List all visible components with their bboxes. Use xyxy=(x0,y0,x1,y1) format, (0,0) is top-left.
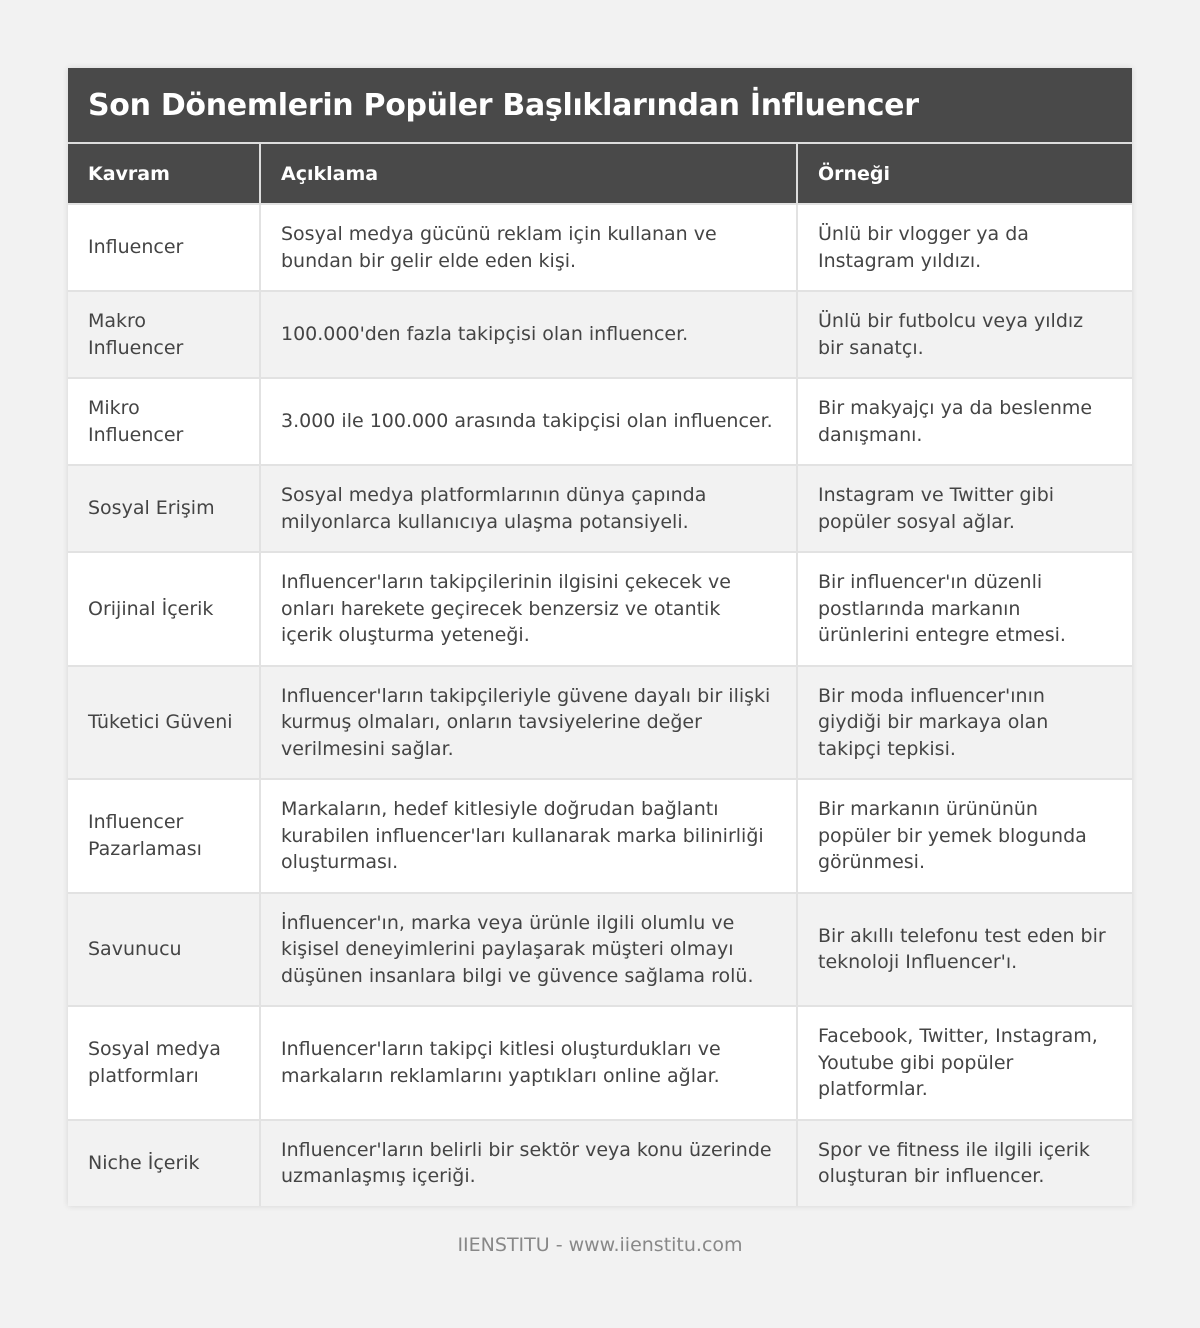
table-row: Savunucu İnfluencer'ın, marka veya ürünle… xyxy=(68,891,1132,1006)
cell-ornegi: Facebook, Twitter, Instagram, Youtube gi… xyxy=(797,1005,1132,1120)
cell-ornegi: Ünlü bir futbolcu veya yıldız bir sanatç… xyxy=(797,290,1132,378)
table-row: Sosyal medya platformları Influencer'ları… xyxy=(68,1005,1132,1120)
table-title: Son Dönemlerin Popüler Başlıklarından İn… xyxy=(68,68,1132,144)
cell-ornegi: Instagram ve Twitter gibi popüler sosyal… xyxy=(797,464,1132,552)
footer-credit: IIENSTITU - www.iienstitu.com xyxy=(457,1234,743,1256)
cell-kavram: Sosyal medya platformları xyxy=(68,1005,261,1120)
table-card: Son Dönemlerin Popüler Başlıklarından İn… xyxy=(68,68,1132,1206)
cell-kavram: Makro Influencer xyxy=(68,290,261,378)
table-row: Niche İçerik Influencer'ların belirli bir… xyxy=(68,1118,1132,1206)
cell-ornegi: Bir markanın ürününün popüler bir yemek … xyxy=(797,778,1132,893)
table-row: Sosyal Erişim Sosyal medya platformlarını… xyxy=(68,464,1132,552)
cell-kavram: Sosyal Erişim xyxy=(68,464,261,552)
column-header-ornegi: Örneği xyxy=(797,144,1132,204)
cell-ornegi: Bir akıllı telefonu test eden bir teknol… xyxy=(797,891,1132,1006)
table-row: Influencer Pazarlaması Markaların, hedef … xyxy=(68,778,1132,893)
column-header-kavram: Kavram xyxy=(68,144,261,204)
cell-aciklama: 100.000'den fazla takipçisi olan influen… xyxy=(260,290,798,378)
cell-ornegi: Bir influencer'ın düzenli postlarında ma… xyxy=(797,551,1132,666)
table-row: Mikro Influencer 3.000 ile 100.000 arasın… xyxy=(68,377,1132,465)
cell-kavram: Influencer xyxy=(68,203,261,291)
cell-kavram: Niche İçerik xyxy=(68,1118,261,1206)
cell-kavram: Savunucu xyxy=(68,891,261,1006)
cell-aciklama: Influencer'ların takipçi kitlesi oluştur… xyxy=(260,1005,798,1120)
cell-aciklama: Influencer'ların takipçileriyle güvene d… xyxy=(260,664,798,779)
table-row: Makro Influencer 100.000'den fazla takipç… xyxy=(68,290,1132,378)
cell-aciklama: 3.000 ile 100.000 arasında takipçisi ola… xyxy=(260,377,798,465)
cell-kavram: Orijinal İçerik xyxy=(68,551,261,666)
cell-aciklama: Markaların, hedef kitlesiyle doğrudan ba… xyxy=(260,778,798,893)
cell-kavram: Tüketici Güveni xyxy=(68,664,261,779)
cell-aciklama: İnfluencer'ın, marka veya ürünle ilgili … xyxy=(260,891,798,1006)
header-row: Kavram Açıklama Örneği xyxy=(68,144,1132,204)
cell-aciklama: Sosyal medya gücünü reklam için kullanan… xyxy=(260,203,798,291)
cell-aciklama: Influencer'ların belirli bir sektör veya… xyxy=(260,1118,798,1206)
cell-ornegi: Ünlü bir vlogger ya da Instagram yıldızı… xyxy=(797,203,1132,291)
table-row: Tüketici Güveni Influencer'ların takipçil… xyxy=(68,664,1132,779)
cell-aciklama: Sosyal medya platformlarının dünya çapın… xyxy=(260,464,798,552)
cell-kavram: Influencer Pazarlaması xyxy=(68,778,261,893)
cell-ornegi: Bir makyajçı ya da beslenme danışmanı. xyxy=(797,377,1132,465)
concepts-table: Kavram Açıklama Örneği Influencer Sosyal … xyxy=(68,144,1132,1206)
table-row: Influencer Sosyal medya gücünü reklam içi… xyxy=(68,203,1132,291)
cell-aciklama: Influencer'ların takipçilerinin ilgisini… xyxy=(260,551,798,666)
cell-ornegi: Bir moda influencer'ının giydiği bir mar… xyxy=(797,664,1132,779)
cell-kavram: Mikro Influencer xyxy=(68,377,261,465)
column-header-aciklama: Açıklama xyxy=(260,144,798,204)
cell-ornegi: Spor ve fitness ile ilgili içerik oluştu… xyxy=(797,1118,1132,1206)
table-row: Orijinal İçerik Influencer'ların takipçil… xyxy=(68,551,1132,666)
